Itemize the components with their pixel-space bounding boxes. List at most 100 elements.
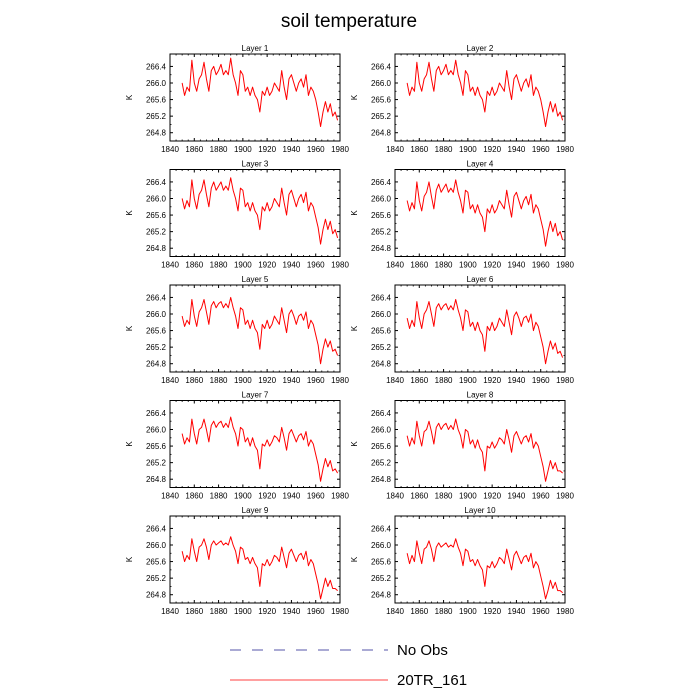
panel-layer-1-xtick-label-1860: 1860 — [185, 145, 203, 154]
panel-layer-4-ytick-label-0: 264.8 — [371, 244, 392, 253]
panel-layer-4-xtick-label-1920: 1920 — [483, 261, 501, 270]
panel-layer-1-ylabel: K — [125, 94, 134, 100]
panel-layer-6-ytick-label-3: 266.0 — [371, 310, 392, 319]
panel-layer-7-frame — [169, 400, 341, 488]
panel-layer-8-ytick-label-1: 265.2 — [371, 459, 392, 468]
panel-layer-5-ytick-label-1: 265.2 — [146, 343, 167, 352]
panel-layer-4-xtick-label-1840: 1840 — [386, 261, 404, 270]
panel-layer-9-ytick-label-0: 264.8 — [146, 591, 167, 600]
panel-layer-8-ytick-label-3: 266.0 — [371, 426, 392, 435]
panel-layer-6-xtick-label-1900: 1900 — [459, 376, 477, 385]
panel-layer-6-xtick-label-1920: 1920 — [483, 376, 501, 385]
panel-layer-4-ytick-label-2: 265.6 — [371, 211, 392, 220]
panel-layer-3-ytick-label-3: 266.0 — [146, 195, 167, 204]
panel-layer-10-xtick-label-1860: 1860 — [410, 607, 428, 616]
panel-layer-3-xtick-label-1980: 1980 — [331, 261, 349, 270]
panel-layer-9-ytick-label-2: 265.6 — [146, 558, 167, 567]
panel-layer-3-ytick-label-2: 265.6 — [146, 211, 167, 220]
panel-layer-2-xtick-label-1840: 1840 — [386, 145, 404, 154]
panel-layer-1-xtick-label-1880: 1880 — [210, 145, 228, 154]
panel-layer-8-xtick-label-1940: 1940 — [508, 492, 526, 501]
panel-layer-2-xtick-label-1940: 1940 — [508, 145, 526, 154]
panel-layer-1-ytick-label-4: 266.4 — [146, 62, 167, 71]
panel-layer-8-xtick-label-1900: 1900 — [459, 492, 477, 501]
panel-layer-1-title: Layer 1 — [242, 44, 269, 53]
panel-layer-5-xtick-label-1960: 1960 — [307, 376, 325, 385]
panel-layer-10-ytick-label-2: 265.6 — [371, 558, 392, 567]
panel-layer-6-xtick-label-1980: 1980 — [556, 376, 574, 385]
panel-layer-3-ytick-label-0: 264.8 — [146, 244, 167, 253]
panel-layer-7-xtick-label-1980: 1980 — [331, 492, 349, 501]
panel-layer-4-ytick-label-1: 265.2 — [371, 228, 392, 237]
panel-layer-8-frame — [394, 400, 566, 488]
panel-layer-1-xtick-label-1960: 1960 — [307, 145, 325, 154]
panel-layer-9-xtick-label-1860: 1860 — [185, 607, 203, 616]
panel-layer-9-xtick-label-1900: 1900 — [234, 607, 252, 616]
panel-layer-2-ytick-label-1: 265.2 — [371, 112, 392, 121]
panel-layer-4-ytick-label-4: 266.4 — [371, 178, 392, 187]
panel-layer-3-title: Layer 3 — [242, 160, 269, 169]
panel-layer-6-series-20tr-161 — [406, 299, 564, 365]
panel-layer-9-xtick-label-1940: 1940 — [283, 607, 301, 616]
panel-layer-6-ytick-label-1: 265.2 — [371, 343, 392, 352]
panel-layer-4-ytick-label-3: 266.0 — [371, 195, 392, 204]
panel-layer-4-xtick-label-1880: 1880 — [435, 261, 453, 270]
panel-layer-3-ytick-label-4: 266.4 — [146, 178, 167, 187]
panel-layer-6-xtick-label-1840: 1840 — [386, 376, 404, 385]
panel-layer-5-ytick-label-4: 266.4 — [146, 293, 167, 302]
panel-layer-6-ytick-label-2: 265.6 — [371, 327, 392, 336]
panel-layer-5-xtick-label-1940: 1940 — [283, 376, 301, 385]
panel-layer-4-xtick-label-1860: 1860 — [410, 261, 428, 270]
panel-layer-7-ylabel: K — [125, 441, 134, 447]
panel-layer-1-xtick-label-1980: 1980 — [331, 145, 349, 154]
panel-layer-4-xtick-label-1960: 1960 — [532, 261, 550, 270]
panel-layer-3-xtick-label-1940: 1940 — [283, 261, 301, 270]
panel-layer-4-xtick-label-1900: 1900 — [459, 261, 477, 270]
chart-title: soil temperature — [281, 11, 417, 32]
panel-layer-10-ylabel: K — [350, 556, 359, 562]
panel-layer-7-xtick-label-1860: 1860 — [185, 492, 203, 501]
panel-layer-3: Layer 3 1840 1860 1880 1900 1920 1940 1960 1980 2… — [125, 160, 349, 270]
panel-layer-7-xtick-label-1880: 1880 — [210, 492, 228, 501]
panel-layer-7-ytick-label-2: 265.6 — [146, 442, 167, 451]
panel-layer-2-xtick-label-1920: 1920 — [483, 145, 501, 154]
panel-layer-5-series-20tr-161 — [181, 296, 339, 365]
panel-layer-7: Layer 7 1840 1860 1880 1900 1920 1940 1960 1980 2… — [125, 391, 349, 501]
panel-layer-6-ytick-label-0: 264.8 — [371, 360, 392, 369]
panel-layer-1-ytick-label-0: 264.8 — [146, 129, 167, 138]
panel-layer-9-ytick-label-3: 266.0 — [146, 541, 167, 550]
panel-layer-7-ytick-label-1: 265.2 — [146, 459, 167, 468]
panel-layer-5-xtick-label-1920: 1920 — [258, 376, 276, 385]
panel-layer-6-title: Layer 6 — [467, 275, 494, 284]
panel-layer-10-xtick-label-1960: 1960 — [532, 607, 550, 616]
panel-layer-5-xtick-label-1980: 1980 — [331, 376, 349, 385]
panel-layer-3-xtick-label-1920: 1920 — [258, 261, 276, 270]
legend-label-20tr-161: 20TR_161 — [397, 672, 467, 689]
panel-layer-2-title: Layer 2 — [467, 44, 494, 53]
panel-layer-6-ylabel: K — [350, 325, 359, 331]
panel-layer-7-xtick-label-1840: 1840 — [161, 492, 179, 501]
panel-layer-4-title: Layer 4 — [467, 160, 494, 169]
panel-layer-7-xtick-label-1900: 1900 — [234, 492, 252, 501]
panel-layer-1-xtick-label-1920: 1920 — [258, 145, 276, 154]
panel-layer-5-xtick-label-1900: 1900 — [234, 376, 252, 385]
panel-layer-9-xtick-label-1920: 1920 — [258, 607, 276, 616]
panel-layer-1-xtick-label-1900: 1900 — [234, 145, 252, 154]
panel-layer-10-series-20tr-161 — [406, 538, 563, 600]
panel-layer-10-xtick-label-1920: 1920 — [483, 607, 501, 616]
panel-layer-1-ytick-label-2: 265.6 — [146, 96, 167, 105]
panel-layer-8-xtick-label-1980: 1980 — [556, 492, 574, 501]
panel-layer-10-title: Layer 10 — [464, 506, 496, 515]
panel-layer-2-frame — [394, 53, 566, 142]
panel-layer-1-ytick-label-1: 265.2 — [146, 112, 167, 121]
panel-layer-6-xtick-label-1860: 1860 — [410, 376, 428, 385]
panel-layer-10-ytick-label-1: 265.2 — [371, 574, 392, 583]
panel-layer-3-ylabel: K — [125, 210, 134, 216]
panel-layer-1: Layer 1 1840 1860 1880 1900 1920 1940 1960 1980 2… — [125, 44, 349, 154]
panel-layer-1-xtick-label-1940: 1940 — [283, 145, 301, 154]
panel-layer-8-ytick-label-2: 265.6 — [371, 442, 392, 451]
panel-layer-2-ytick-label-0: 264.8 — [371, 129, 392, 138]
panel-layer-2-series-20tr-161 — [406, 59, 564, 127]
panel-layer-2-xtick-label-1880: 1880 — [435, 145, 453, 154]
panel-layer-5-ytick-label-2: 265.6 — [146, 327, 167, 336]
